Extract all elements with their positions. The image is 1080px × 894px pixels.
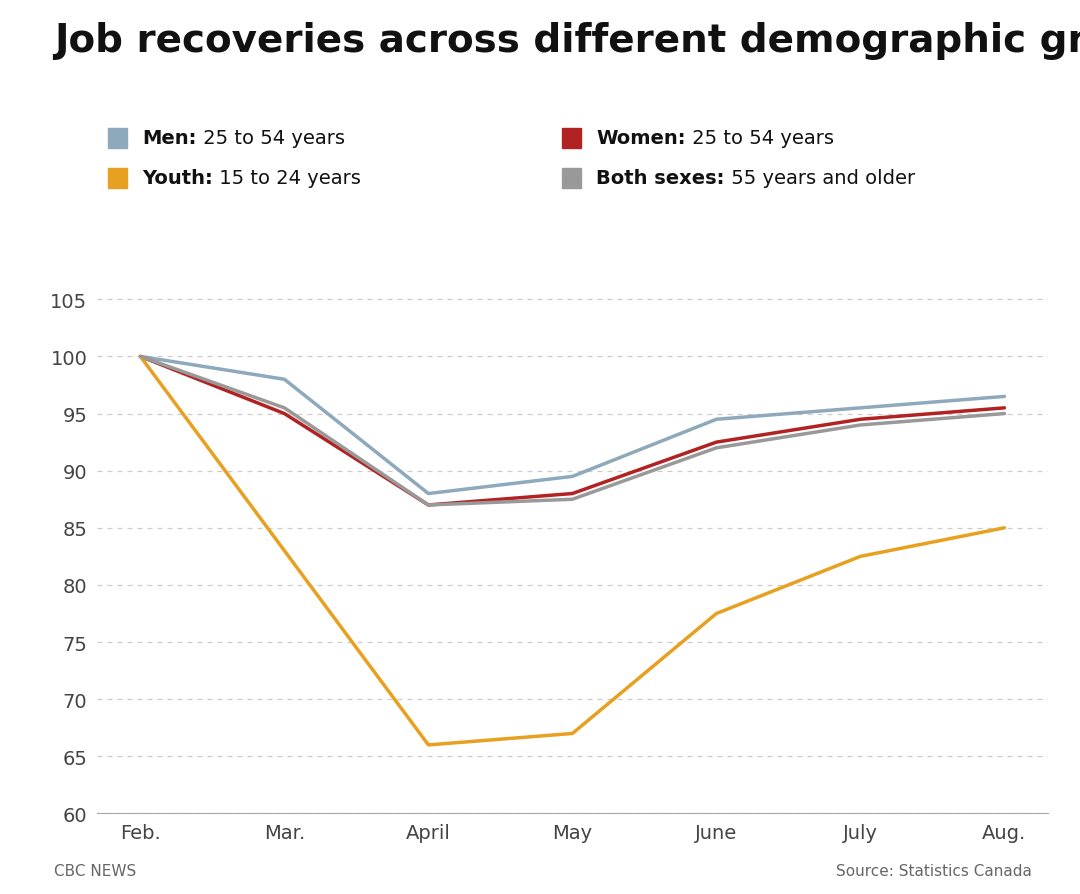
Text: Source: Statistics Canada: Source: Statistics Canada (836, 863, 1031, 878)
Text: Men:: Men: (143, 129, 197, 148)
Text: Job recoveries across different demographic groups: Job recoveries across different demograp… (54, 22, 1080, 60)
Text: Youth:: Youth: (143, 169, 214, 189)
Text: 25 to 54 years: 25 to 54 years (686, 129, 834, 148)
Text: 15 to 24 years: 15 to 24 years (214, 169, 361, 189)
Text: CBC NEWS: CBC NEWS (54, 863, 136, 878)
Text: Both sexes:: Both sexes: (596, 169, 725, 189)
Text: 55 years and older: 55 years and older (725, 169, 915, 189)
Text: Women:: Women: (596, 129, 686, 148)
Text: 25 to 54 years: 25 to 54 years (197, 129, 345, 148)
